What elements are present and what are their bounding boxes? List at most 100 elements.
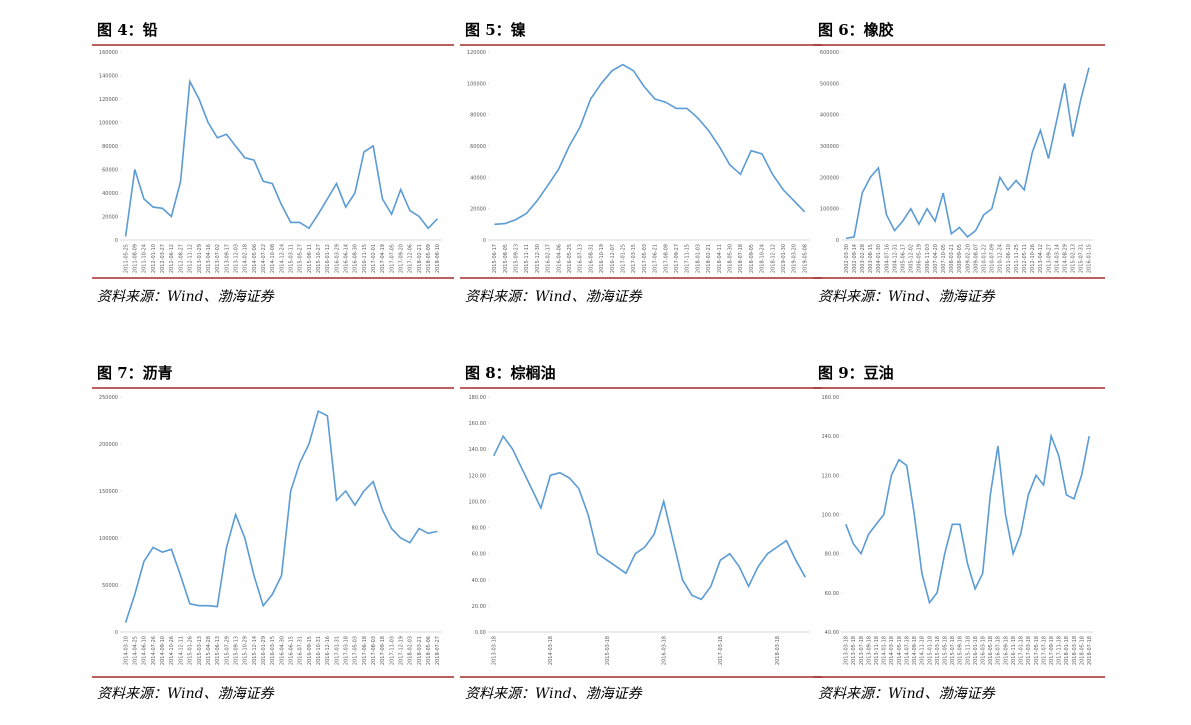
x-tick-label: 2014-10-26 [169, 636, 175, 665]
x-tick-label: 2015-12-14 [252, 636, 258, 665]
y-tick-label: 50000 [102, 583, 118, 589]
x-tick-label: 2006-05-19 [917, 244, 923, 273]
line [492, 434, 806, 601]
y-tick-label: 0 [115, 238, 118, 244]
x-tick-label: 2013-01-29 [197, 244, 203, 273]
y-tick-label: 60000 [470, 144, 486, 150]
x-tick-label: 2016-07-13 [578, 244, 584, 273]
y-tick-label: 500000 [820, 81, 839, 87]
x-tick-label: 2018-04-11 [717, 244, 723, 273]
x-tick-label: 2016-10-19 [599, 244, 605, 273]
x-tick-label: 2003-08-15 [868, 244, 874, 273]
y-tick-label: 40000 [470, 175, 486, 181]
y-tick-label: 20000 [102, 215, 118, 221]
x-tick-label: 2017-01-25 [621, 244, 627, 273]
x-tick-label: 2016-01-18 [973, 636, 979, 665]
x-tick-label: 2015-11-11 [524, 244, 530, 273]
x-tick-label: 2016-03-29 [334, 244, 340, 273]
x-tick-label: 2009-08-07 [973, 244, 979, 273]
x-tick-label: 2016-06-14 [344, 244, 350, 273]
x-tick-label: 2012-06-12 [169, 244, 175, 273]
x-tick-label: 2017-08-03 [371, 636, 377, 665]
y-tick-label: 0.00 [475, 630, 486, 636]
y-tick-label: 0 [115, 630, 118, 636]
x-tick-label: 2014-05-06 [252, 244, 258, 273]
y-tick-label: 140.00 [469, 447, 487, 453]
y-tick-label: 40.00 [825, 630, 839, 636]
x-tick-label: 2018-01-18 [1064, 636, 1070, 665]
x-tick-label: 2018-12-12 [770, 244, 776, 273]
x-tick-label: 2016-03-15 [270, 636, 276, 665]
x-tick-label: 2018-07-18 [1087, 636, 1093, 665]
line [845, 433, 1090, 605]
x-tick-label: 2017-09-20 [399, 244, 405, 273]
x-tick-label: 2011-05-25 [123, 244, 129, 273]
x-tick-label: 2002-03-30 [844, 244, 850, 273]
y-tick-label: 200000 [99, 442, 118, 448]
y-tick-label: 600000 [820, 50, 839, 56]
x-tick-label: 2012-08-27 [178, 244, 184, 273]
x-tick-label: 2015-01-26 [188, 636, 194, 665]
x-tick-label: 2017-06-18 [362, 636, 368, 665]
y-tick-label: 250000 [99, 395, 118, 401]
x-tick-label: 2013-07-18 [859, 636, 865, 665]
x-tick-label: 2013-07-02 [215, 244, 221, 273]
x-tick-label: 2017-11-15 [685, 244, 691, 273]
source: 资料来源：Wind、渤海证券 [818, 686, 996, 702]
x-tick-label: 2016-01-29 [261, 636, 267, 665]
y-tick-label: 160.00 [469, 421, 487, 427]
x-tick-label: 2013-09-17 [224, 244, 230, 273]
y-tick-label: 20.00 [472, 604, 486, 610]
x-tick-label: 2017-09-18 [380, 636, 386, 665]
chart-title: 图 5：镍 [465, 21, 526, 39]
y-tick-label: 60000 [102, 168, 118, 174]
y-tick-label: 80000 [102, 144, 118, 150]
x-tick-label: 2017-03-15 [631, 244, 637, 273]
source: 资料来源：Wind、渤海证券 [465, 289, 643, 305]
x-tick-label: 2018-07-18 [738, 244, 744, 273]
x-tick-label: 2018-08-10 [435, 244, 441, 273]
x-tick-label: 2015-03-18 [605, 636, 611, 665]
x-tick-label: 2015-03-13 [197, 636, 203, 665]
y-tick-label: 120.00 [469, 473, 487, 479]
x-tick-label: 2017-09-27 [674, 244, 680, 273]
line [124, 409, 438, 623]
y-tick-label: 140.00 [822, 434, 840, 440]
x-tick-label: 2014-07-18 [904, 636, 910, 665]
x-tick-label: 2018-05-30 [728, 244, 734, 273]
source: 资料来源：Wind、渤海证券 [97, 686, 275, 702]
x-tick-label: 2015-03-18 [935, 636, 941, 665]
x-tick-label: 2010-01-22 [981, 244, 987, 273]
x-tick-label: 2015-04-28 [206, 636, 212, 665]
x-tick-label: 2018-07-27 [435, 636, 441, 665]
x-tick-label: 2004-07-16 [884, 244, 890, 273]
x-tick-label: 2012-01-10 [151, 244, 157, 273]
x-tick-label: 2014-12-11 [178, 636, 184, 665]
x-tick-label: 2017-11-18 [1057, 636, 1063, 665]
y-tick-label: 20000 [470, 207, 486, 213]
y-tick-label: 120000 [99, 97, 118, 103]
x-tick-label: 2018-02-21 [417, 244, 423, 273]
x-tick-label: 2012-11-12 [188, 244, 194, 273]
x-tick-label: 2017-12-19 [399, 636, 405, 665]
x-tick-label: 2016-07-31 [298, 636, 304, 665]
y-tick-label: 100000 [820, 207, 839, 213]
x-tick-label: 2015-07-29 [224, 636, 230, 665]
y-tick-label: 100.00 [822, 513, 840, 519]
x-tick-label: 2011-06-10 [1006, 244, 1012, 273]
x-tick-label: 2017-11-03 [389, 636, 395, 665]
x-tick-label: 2014-03-18 [889, 636, 895, 665]
x-tick-label: 2017-09-18 [1049, 636, 1055, 665]
x-tick-label: 2016-02-17 [546, 244, 552, 273]
x-tick-label: 2016-06-15 [288, 636, 294, 665]
x-tick-label: 2014-07-22 [261, 244, 267, 273]
x-tick-label: 2014-02-18 [243, 244, 249, 273]
x-tick-label: 2014-11-18 [920, 636, 926, 665]
y-tick-label: 120000 [467, 50, 486, 56]
x-tick-label: 2017-07-05 [389, 244, 395, 273]
x-tick-label: 2017-05-18 [1034, 636, 1040, 665]
x-tick-label: 2014-03-10 [123, 636, 129, 665]
x-tick-label: 2013-03-18 [844, 636, 850, 665]
y-tick-label: 100000 [99, 121, 118, 127]
y-tick-label: 300000 [820, 144, 839, 150]
